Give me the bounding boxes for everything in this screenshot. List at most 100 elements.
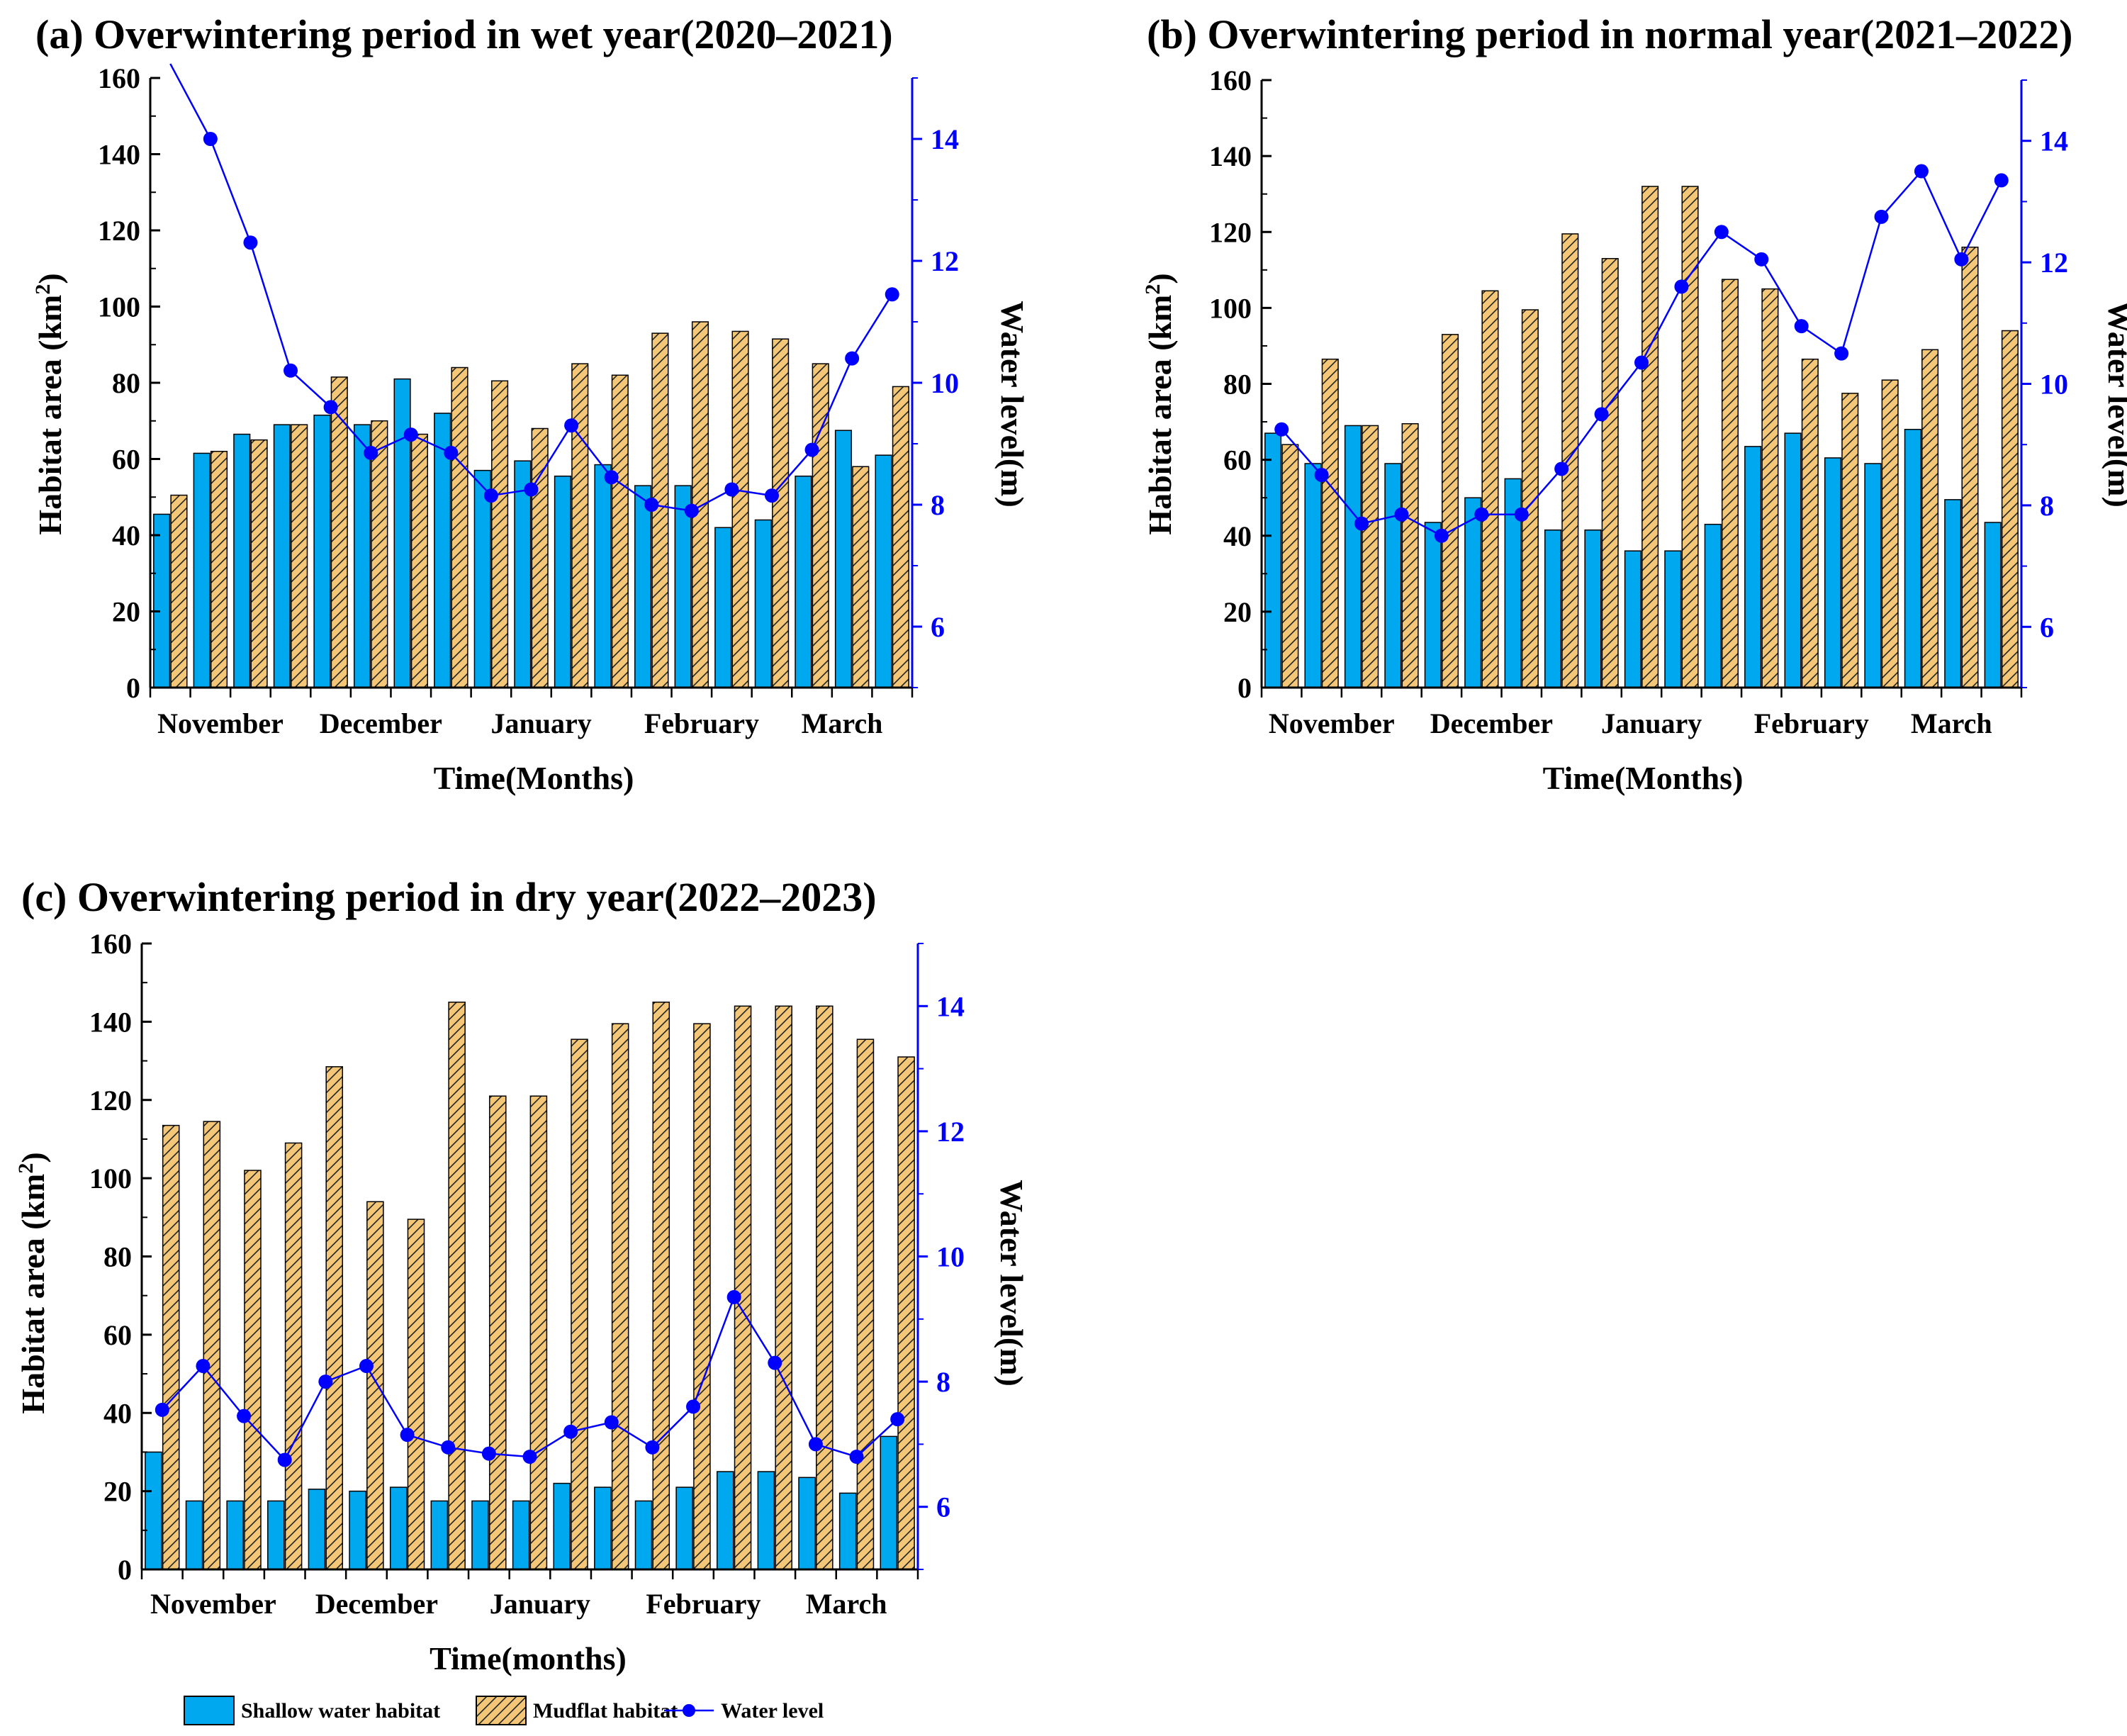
mudflat-bar [816,1005,834,1570]
left-tick-label: 40 [1223,520,1252,552]
month-label: November [150,1588,276,1620]
left-tick-label: 40 [103,1397,132,1429]
water-level-point [764,488,779,503]
mudflat-bar [897,1056,915,1570]
mudflat-bar [1961,246,1979,688]
left-tick-label: 0 [1238,672,1252,704]
mudflat-bar [734,1005,752,1570]
shallow-bar [1864,463,1882,688]
month-label: December [320,707,442,739]
left-tick-label: 80 [112,367,140,399]
water-level-point [1434,528,1449,543]
mudflat-bar [611,1023,629,1570]
mudflat-bar [488,1095,507,1570]
left-tick-label: 80 [103,1241,132,1273]
water-level-point [243,235,258,250]
left-tick-label: 160 [98,62,140,94]
water-level-point [684,503,699,518]
panel-c-x-axis-title: Time(months) [430,1640,627,1676]
mudflat-bar [162,1124,180,1570]
water-level-point [444,445,459,460]
shallow-bar [226,1500,244,1570]
right-tick-label: 6 [931,611,945,643]
mudflat-bar [1362,425,1379,688]
left-tick-label: 140 [89,1006,132,1038]
water-level-point [1914,164,1929,179]
month-label: March [1911,707,1992,739]
water-level-point [318,1374,333,1389]
water-level-point [1754,252,1769,267]
panel-a-y-axis-title: Habitat area (km2) [31,273,69,534]
mudflat-bar [611,374,629,688]
left-tick-label: 140 [1209,140,1252,172]
water-level-point [155,1402,169,1417]
water-level-point [1634,355,1649,370]
shallow-bar [1624,550,1641,688]
mudflat-bar [571,1038,588,1570]
mudflat-bar [1921,349,1939,688]
shallow-bar [1464,497,1482,688]
month-label: December [315,1588,438,1620]
legend: Shallow water habitat Mudflat habitat Wa… [184,1696,824,1725]
month-label: January [490,1588,590,1620]
left-tick-label: 160 [1209,65,1252,96]
mudflat-bar [856,1038,875,1570]
left-tick-label: 100 [98,291,140,323]
mudflat-bar [448,1002,466,1570]
right-tick-label: 10 [936,1241,965,1273]
shallow-bar [473,469,491,688]
month-label: February [646,1588,761,1620]
panel-c-chart: (c) Overwintering period in dry year(202… [14,874,1031,1676]
panel-b-bars [1264,186,2019,688]
panel-c-water-line [155,1289,905,1467]
shallow-bar [349,1490,366,1570]
mudflat-bar [1401,422,1419,688]
water-level-point [481,1446,496,1461]
panel-a-title: (a) Overwintering period in wet year(202… [35,11,893,57]
shallow-bar [1824,457,1842,688]
panel-c-axes: 0 20 40 60 80 100 120 140 160 6 8 10 12 14 November Dec… [89,928,965,1620]
shallow-bar [1744,446,1762,688]
shallow-bar [554,475,571,688]
shallow-bar [1664,550,1682,688]
shallow-bar [1384,463,1402,688]
month-label: February [644,707,759,739]
mudflat-bar [203,1121,221,1570]
legend-shallow-swatch [184,1696,235,1725]
shallow-bar [1704,523,1722,688]
water-level-point [849,1450,864,1465]
mudflat-bar [366,1201,384,1570]
shallow-bar [512,1500,530,1570]
water-level-point [726,1289,741,1304]
mudflat-bar [693,1023,711,1570]
water-level-point [890,1412,905,1427]
mudflat-bar [1601,257,1619,688]
mudflat-bar [852,466,870,688]
right-tick-label: 6 [2040,611,2054,643]
shallow-bar [834,430,853,688]
right-tick-label: 14 [2040,125,2068,157]
panel-a-y2-axis-title: Water level(m) [994,301,1031,508]
water-level-point [1674,279,1689,294]
legend-shallow-label: Shallow water habitat [241,1699,440,1723]
water-level-point [686,1399,701,1414]
panel-a-axes: 0 20 40 60 80 100 120 140 160 6 8 10 12 14 November Dec… [98,62,959,739]
shallow-bar [716,1471,734,1570]
right-tick-label: 10 [931,367,959,399]
water-level-point [604,1415,619,1430]
shallow-bar [634,485,652,688]
shallow-bar [1784,432,1802,688]
shallow-bar [471,1500,489,1570]
mudflat-bar [731,330,749,688]
shallow-bar [714,527,732,688]
right-tick-label: 12 [2040,247,2068,279]
water-level-point [1474,507,1489,522]
month-label: December [1430,707,1553,739]
panel-b-water-line [1274,164,2009,543]
shallow-bar [754,519,772,688]
month-label: November [157,707,284,739]
month-label: January [1601,707,1702,739]
shallow-bar [1544,529,1562,688]
panel-a-water-line [169,63,899,518]
mudflat-bar [892,386,909,688]
